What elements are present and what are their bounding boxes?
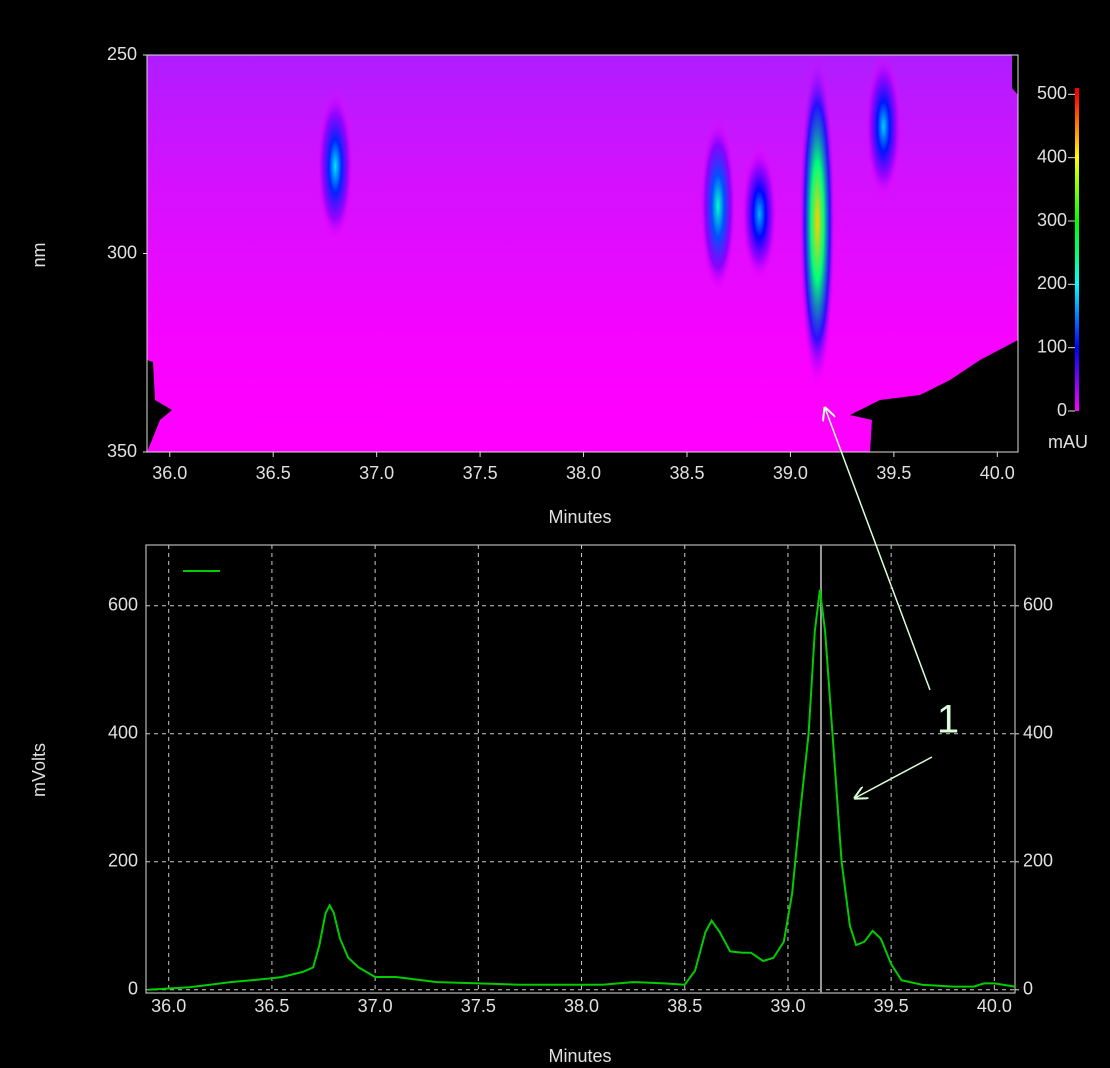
x-tick-label: 36.0 — [152, 463, 187, 483]
colorbar — [1075, 88, 1079, 411]
plot-frame — [145, 544, 1016, 994]
y-tick-label: 300 — [107, 242, 137, 262]
x-tick-label: 38.0 — [566, 463, 601, 483]
x-tick-label: 38.5 — [667, 996, 702, 1016]
y2-tick-label: 0 — [1023, 979, 1033, 999]
blank-region — [850, 340, 1018, 452]
x-tick-label: 36.5 — [256, 463, 291, 483]
annotation-arrow — [855, 756, 933, 798]
x-tick-label: 39.0 — [770, 996, 805, 1016]
annotation-arrow — [825, 408, 931, 691]
y2-tick-label: 600 — [1023, 595, 1053, 615]
x-tick-label: 36.5 — [254, 996, 289, 1016]
x-tick-label: 39.5 — [874, 996, 909, 1016]
blank-region — [1012, 55, 1018, 95]
x-axis-label: Minutes — [548, 1046, 611, 1066]
line-series — [148, 589, 1016, 991]
colorbar-tick-label: 200 — [1037, 273, 1067, 293]
x-axis-label: Minutes — [548, 507, 611, 527]
y-axis-label: nm — [29, 242, 49, 267]
y-axis-label: mVolts — [29, 743, 49, 797]
x-tick-label: 38.0 — [564, 996, 599, 1016]
x-tick-label: 39.5 — [876, 463, 911, 483]
peak-spot — [799, 55, 836, 390]
peak-spot — [700, 117, 737, 294]
peak-spot — [865, 55, 902, 199]
x-tick-label: 37.0 — [359, 463, 394, 483]
colorbar-label: mAU — [1048, 432, 1088, 452]
x-tick-label: 37.5 — [463, 463, 498, 483]
x-tick-label: 36.0 — [151, 996, 186, 1016]
colorbar-tick-label: 100 — [1037, 336, 1067, 356]
colorbar-tick-label: 500 — [1037, 83, 1067, 103]
y-tick-label: 350 — [107, 441, 137, 461]
x-tick-label: 39.0 — [773, 463, 808, 483]
x-tick-label: 37.5 — [461, 996, 496, 1016]
y2-tick-label: 400 — [1023, 723, 1053, 743]
x-tick-label: 40.0 — [980, 463, 1015, 483]
y-tick-label: 250 — [107, 44, 137, 64]
annotation: 1 — [937, 698, 959, 742]
y-tick-label: 0 — [128, 979, 138, 999]
x-tick-label: 38.5 — [669, 463, 704, 483]
colorbar-tick-label: 0 — [1057, 400, 1067, 420]
y-tick-label: 200 — [108, 851, 138, 871]
y-tick-label: 400 — [108, 723, 138, 743]
blank-regions — [147, 55, 1018, 452]
heatmap-area — [147, 55, 1018, 452]
y2-tick-label: 200 — [1023, 851, 1053, 871]
colorbar-tick-label: 400 — [1037, 146, 1067, 166]
x-tick-label: 40.0 — [977, 996, 1012, 1016]
x-tick-label: 37.0 — [358, 996, 393, 1016]
peak-spot — [741, 145, 778, 282]
colorbar-tick-label: 300 — [1037, 210, 1067, 230]
peak-spot — [317, 90, 354, 243]
blank-region — [147, 360, 172, 452]
y-tick-label: 600 — [108, 595, 138, 615]
